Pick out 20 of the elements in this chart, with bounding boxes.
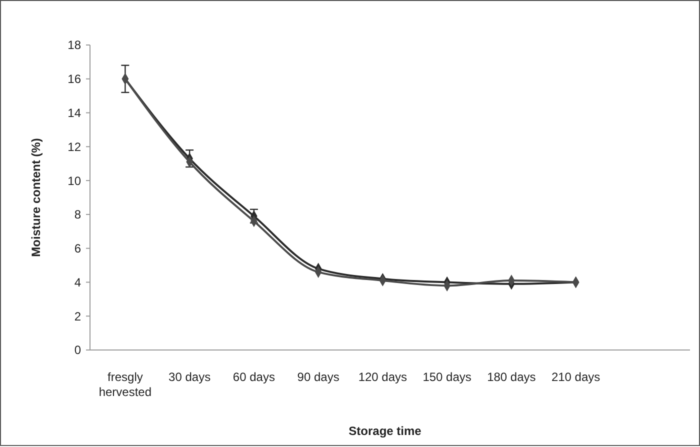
y-tick-label: 4 — [74, 275, 82, 290]
y-tick-label: 2 — [74, 309, 82, 324]
x-tick-label: 90 days — [297, 370, 340, 384]
x-tick-label: 180 days — [487, 370, 536, 384]
x-tick-label: 210 days — [551, 370, 600, 384]
y-tick-label: 16 — [68, 72, 82, 86]
x-tick-label: 60 days — [232, 370, 275, 384]
x-axis-title: Storage time — [348, 424, 422, 438]
x-tick-label: 150 days — [422, 370, 472, 384]
y-tick-label: 18 — [68, 38, 82, 52]
x-tick-label: 30 days — [168, 370, 211, 384]
y-tick-label: 10 — [68, 174, 82, 188]
y-tick-label: 12 — [68, 140, 82, 154]
x-tick-label: fresgly hervested — [98, 370, 152, 399]
y-tick-label: 6 — [74, 242, 82, 256]
y-tick-label: 14 — [68, 106, 82, 120]
y-axis-title: Moisture content (%) — [29, 138, 43, 257]
x-tick-label: 120 days — [358, 370, 408, 384]
y-tick-label: 0 — [74, 343, 82, 358]
y-tick-label: 8 — [74, 208, 82, 222]
